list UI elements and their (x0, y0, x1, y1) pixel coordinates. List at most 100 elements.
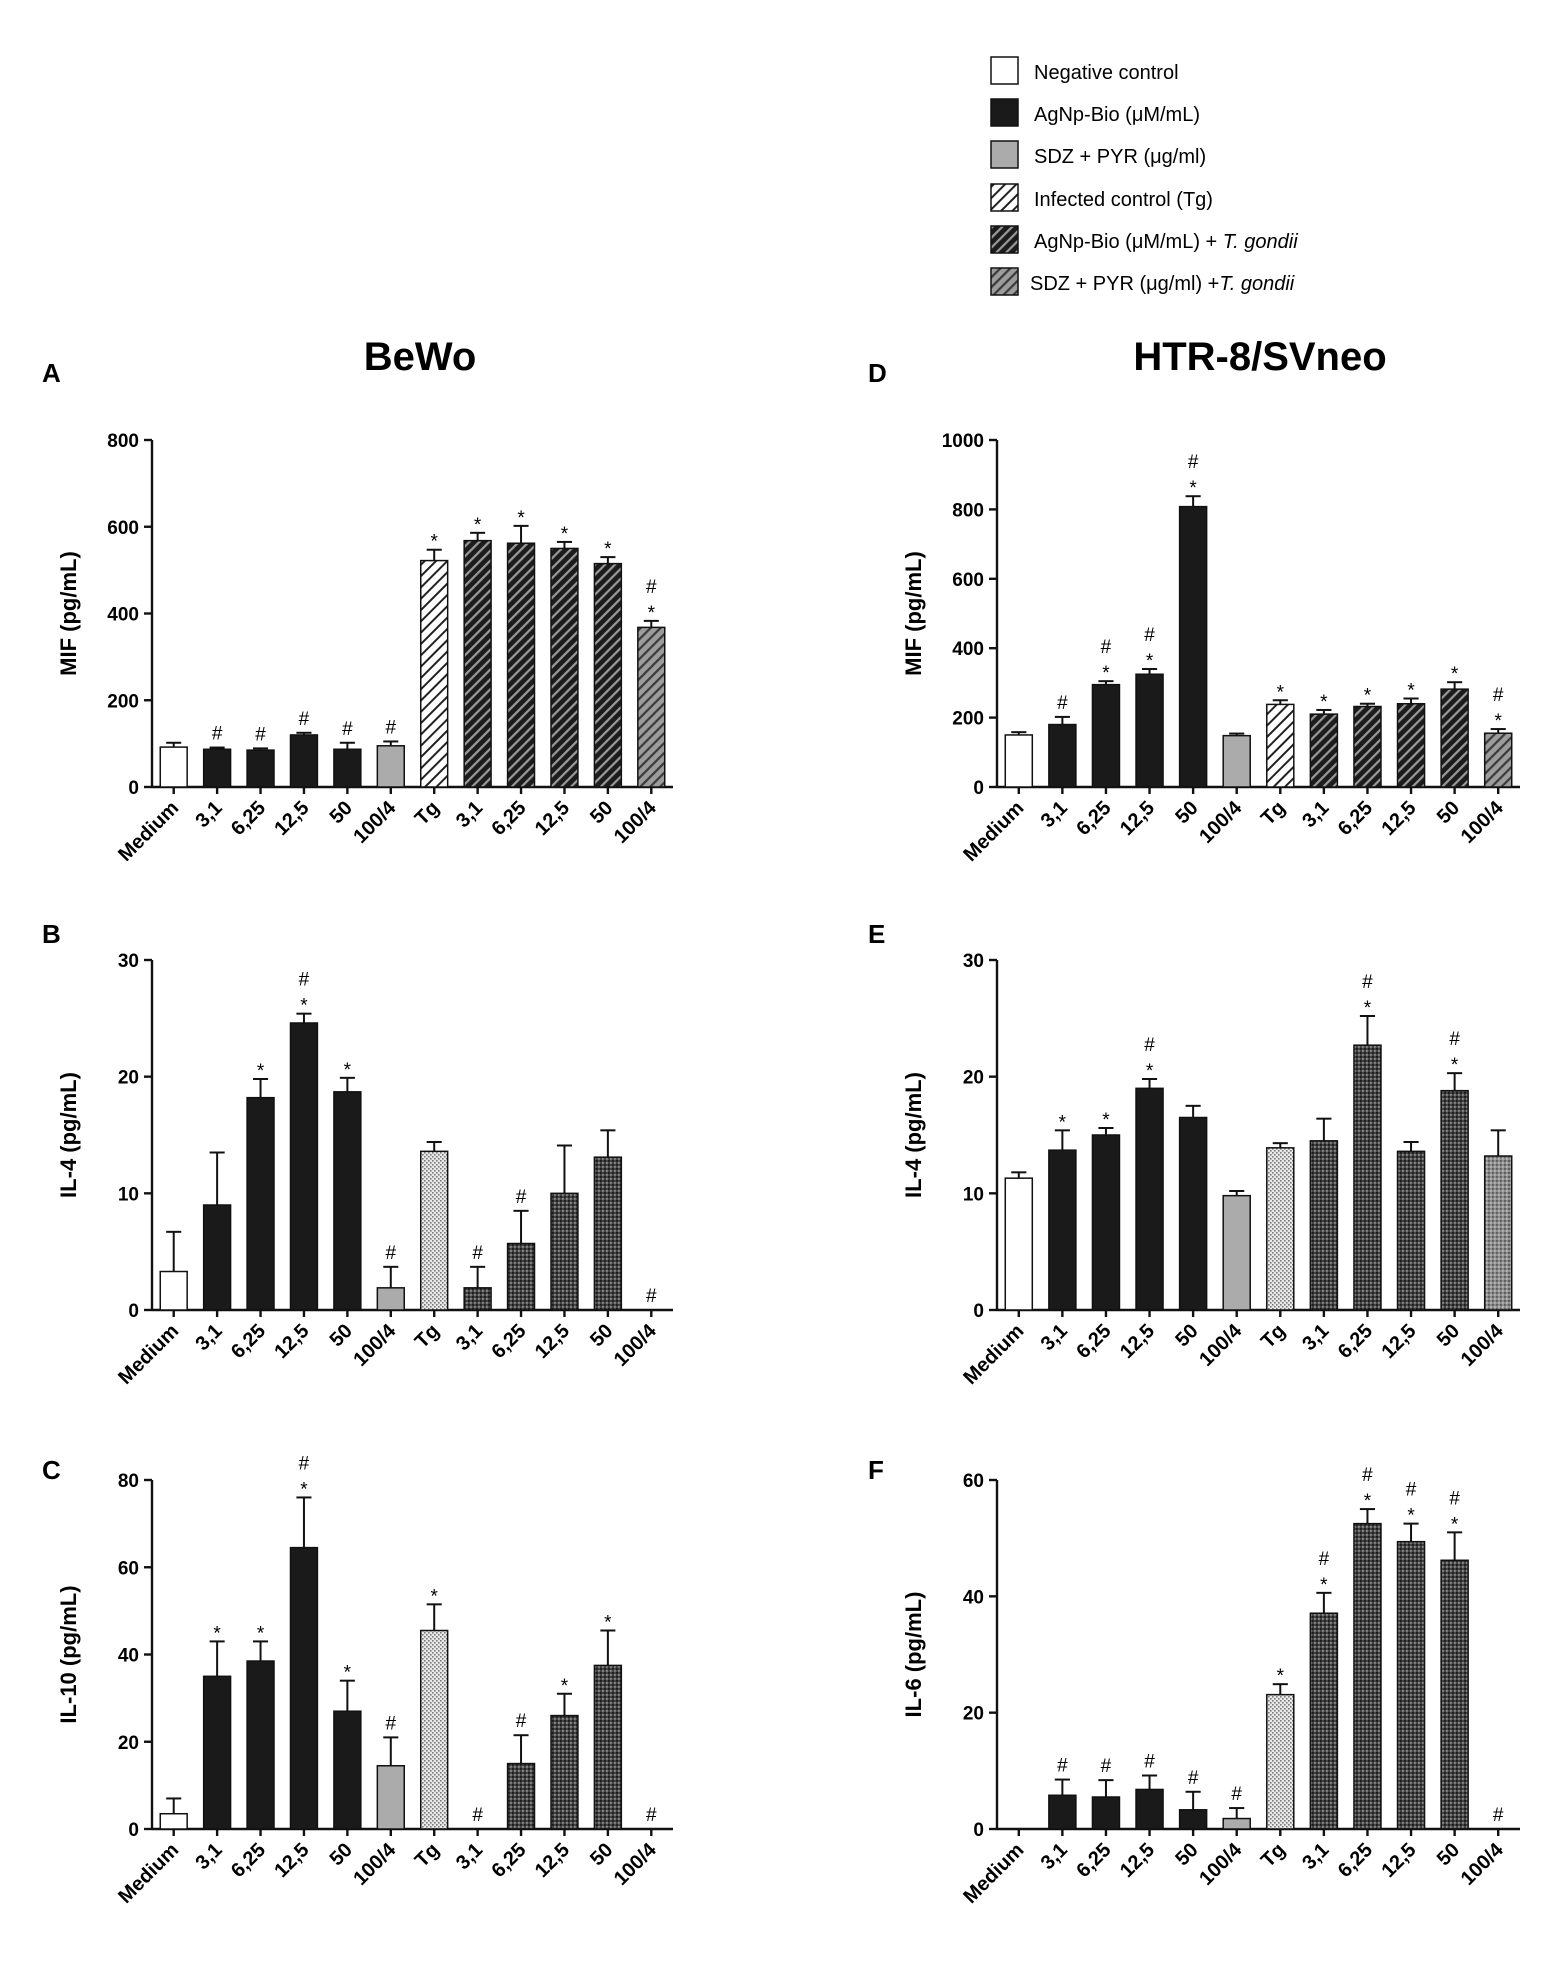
bar (1004, 734, 1034, 788)
x-category-label: 50 (1171, 797, 1202, 828)
y-tick-label: 600 (107, 518, 139, 539)
bar (1222, 1817, 1251, 1830)
legend-label-agnp-bio-tgondii-italic: T. gondii (1223, 231, 1298, 253)
significance-star: * (604, 1613, 612, 1634)
bar (1048, 1794, 1077, 1830)
y-tick-label: 800 (952, 500, 984, 521)
panel-letter: A (42, 358, 61, 388)
x-category-label: 3,1 (1037, 1320, 1072, 1355)
bar (202, 748, 232, 788)
x-category-label: 12,5 (270, 1839, 313, 1882)
x-category-label: Tg (1257, 797, 1290, 830)
bar (159, 746, 188, 788)
significance-star: * (1277, 682, 1285, 703)
x-category-label: 50 (1171, 1839, 1202, 1870)
x-category-label: 3,1 (1037, 1839, 1072, 1874)
y-tick-label: 0 (973, 1820, 984, 1841)
significance-star: * (561, 524, 569, 545)
bar (202, 1204, 232, 1311)
significance-star: * (1146, 651, 1154, 672)
x-category-label: 12,5 (1116, 1320, 1159, 1363)
legend-label-sdz-pyr: SDZ + PYR (μg/ml) (1034, 146, 1206, 168)
significance-hash: # (212, 724, 223, 745)
x-category-label: 50 (586, 797, 617, 828)
significance-hash: # (1449, 1488, 1460, 1509)
x-category-label: Medium (114, 1320, 183, 1389)
bar (550, 547, 579, 788)
significance-star: * (1364, 998, 1372, 1019)
x-category-label: 6,25 (227, 797, 270, 840)
bar (506, 1762, 536, 1830)
x-category-label: Tg (411, 1839, 444, 1872)
x-category-label: 3,1 (452, 1839, 487, 1874)
bar (550, 1192, 579, 1311)
legend-label-agnp-bio-tgondii-text: AgNp-Bio (μM/mL) + (1034, 231, 1223, 253)
significance-hash: # (1362, 972, 1373, 993)
legend-label-sdz-pyr-tgondii: SDZ + PYR (μg/ml) +T. gondii (1030, 273, 1295, 295)
legend: Negative control AgNp-Bio (μM/mL) SDZ + … (990, 56, 1298, 296)
significance-star: * (1407, 681, 1415, 702)
panel-letter: B (42, 919, 61, 949)
x-category-label: 6,25 (227, 1839, 270, 1882)
bar (419, 1150, 449, 1311)
bar (376, 1287, 406, 1311)
significance-hash: # (1101, 637, 1112, 658)
significance-star: * (1189, 478, 1197, 499)
significance-star: * (257, 1623, 265, 1644)
y-tick-label: 20 (963, 1068, 984, 1089)
bar (246, 1096, 275, 1311)
bar (593, 1156, 623, 1311)
bar (159, 1270, 188, 1311)
bar (637, 626, 666, 788)
significance-hash: # (1362, 1465, 1373, 1486)
y-tick-label: 0 (973, 1301, 984, 1322)
bar (1440, 1559, 1469, 1830)
bar (1091, 1796, 1121, 1830)
legend-label-agnp-bio: AgNp-Bio (μM/mL) (1034, 104, 1200, 126)
significance-star: * (344, 1060, 352, 1081)
y-tick-label: 200 (107, 691, 139, 712)
significance-star: * (517, 508, 525, 529)
x-category-label: 6,25 (487, 797, 530, 840)
significance-star: * (1451, 664, 1459, 685)
bar (333, 1710, 362, 1830)
x-category-label: 100/4 (610, 796, 662, 848)
legend-label-sdz-pyr-tgondii-text: SDZ + PYR (μg/ml) + (1030, 273, 1219, 295)
bar (1353, 1044, 1382, 1311)
significance-hash: # (1188, 452, 1199, 473)
bar (333, 748, 362, 788)
y-tick-label: 60 (963, 1471, 984, 1492)
legend-label-sdz-pyr-tgondii-italic: T. gondii (1219, 273, 1294, 295)
x-category-label: 6,25 (1072, 1839, 1115, 1882)
bar (1309, 1140, 1339, 1311)
panel-letter: E (868, 919, 885, 949)
x-category-label: 50 (586, 1839, 617, 1870)
x-category-label: 100/4 (1195, 1838, 1247, 1890)
x-category-label: 3,1 (452, 797, 487, 832)
y-axis-label: IL-4 (pg/mL) (56, 1072, 81, 1198)
significance-star: * (1451, 1514, 1459, 1535)
significance-star: * (1102, 1110, 1110, 1131)
significance-star: * (474, 515, 482, 536)
significance-hash: # (1057, 1756, 1068, 1777)
x-category-label: 3,1 (452, 1320, 487, 1355)
y-tick-label: 0 (128, 778, 139, 799)
bar (1004, 1177, 1034, 1311)
legend-swatch-negative-control (990, 56, 1019, 85)
bar (1396, 1540, 1426, 1830)
significance-hash: # (1493, 685, 1504, 706)
significance-hash: # (1057, 693, 1068, 714)
significance-star: * (604, 539, 612, 560)
x-category-label: 100/4 (1457, 796, 1509, 848)
bar (1178, 1116, 1208, 1311)
y-tick-label: 30 (963, 951, 984, 972)
y-tick-label: 0 (128, 1820, 139, 1841)
significance-hash: # (472, 1805, 483, 1826)
y-tick-label: 60 (118, 1558, 139, 1579)
y-axis-label: IL-10 (pg/mL) (56, 1585, 81, 1723)
x-category-label: 100/4 (1195, 796, 1247, 848)
x-category-label: 100/4 (610, 1319, 662, 1371)
significance-hash: # (1144, 1035, 1155, 1056)
